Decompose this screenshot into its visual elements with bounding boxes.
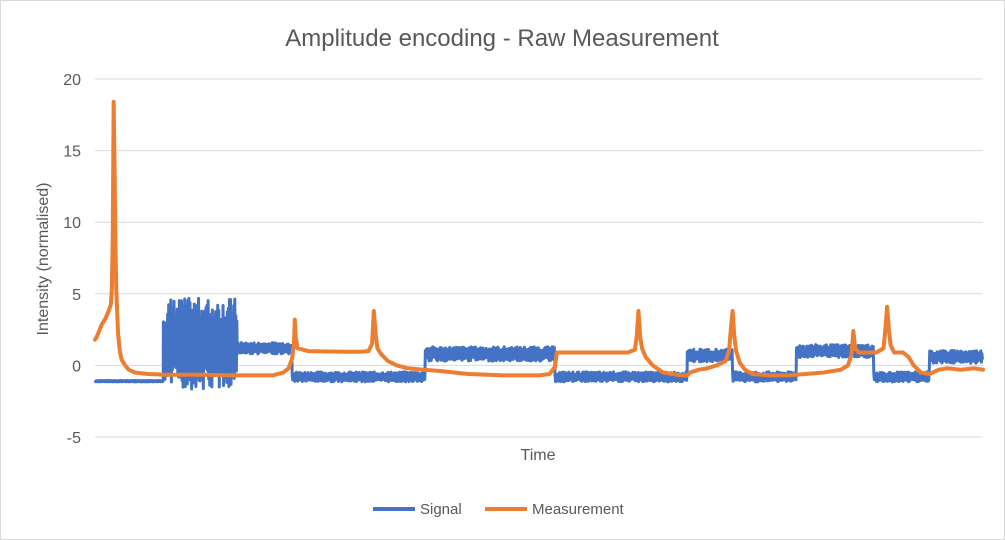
measurement-series-line <box>93 99 985 378</box>
legend-measurement-label: Measurement <box>532 501 625 518</box>
y-tick-label: 0 <box>72 358 81 375</box>
signal-series-line <box>93 296 984 391</box>
y-tick-label: 20 <box>63 72 81 89</box>
chart-title: Amplitude encoding - Raw Measurement <box>285 25 719 52</box>
legend: Signal Measurement <box>373 501 625 518</box>
x-axis-title: Time <box>521 447 556 464</box>
y-tick-label: 10 <box>63 215 81 232</box>
y-tick-label: -5 <box>67 430 81 447</box>
y-axis-ticks: -5 0 5 10 15 20 <box>63 72 81 447</box>
y-tick-label: 5 <box>72 287 81 304</box>
plot-area <box>93 99 985 391</box>
legend-signal-label: Signal <box>420 501 462 518</box>
gridlines <box>95 78 983 438</box>
y-tick-label: 15 <box>63 144 81 161</box>
y-axis-title: Intensity (normalised) <box>35 183 52 336</box>
